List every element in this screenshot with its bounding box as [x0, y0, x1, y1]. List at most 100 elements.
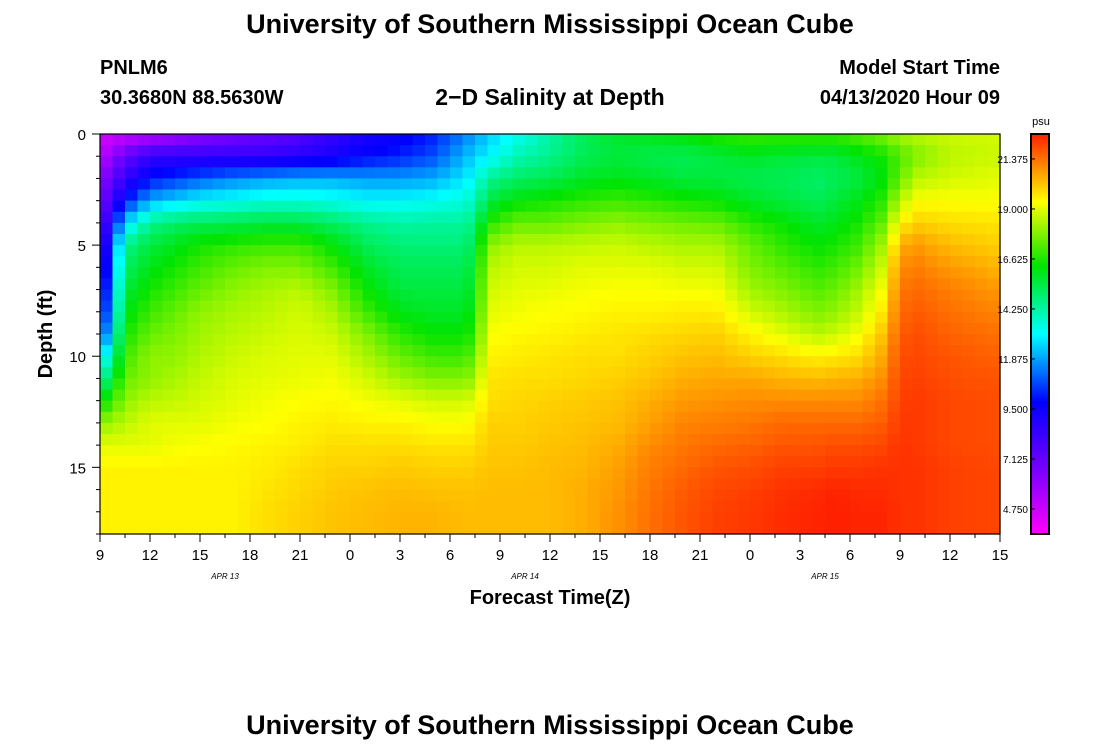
- heatmap-cell: [537, 367, 551, 380]
- heatmap-cell: [412, 456, 426, 468]
- heatmap-cell: [612, 322, 626, 335]
- heatmap-cell: [925, 300, 939, 313]
- heatmap-cell: [525, 345, 539, 357]
- heatmap-cell: [487, 478, 501, 491]
- heatmap-cell: [287, 311, 301, 324]
- heatmap-cell: [137, 200, 151, 213]
- heatmap-cell: [162, 134, 176, 146]
- heatmap-cell: [225, 178, 239, 191]
- heatmap-cell: [700, 445, 714, 457]
- heatmap-cell: [137, 378, 151, 391]
- heatmap-cell: [525, 456, 539, 468]
- heatmap-cell: [300, 467, 314, 480]
- heatmap-cell: [462, 522, 476, 535]
- heatmap-cell: [850, 156, 864, 168]
- heatmap-cell: [425, 189, 439, 202]
- heatmap-cell: [925, 167, 939, 180]
- heatmap-cell: [862, 322, 876, 335]
- heatmap-cell: [787, 411, 801, 424]
- heatmap-cell: [750, 289, 764, 302]
- heatmap-cell: [725, 345, 739, 357]
- heatmap-cell: [150, 167, 164, 180]
- x-tick-label: 18: [642, 547, 659, 564]
- heatmap-cell: [475, 289, 489, 302]
- heatmap-cell: [325, 445, 339, 457]
- heatmap-cell: [475, 256, 489, 268]
- heatmap-cell: [900, 478, 914, 491]
- heatmap-cell: [437, 200, 451, 213]
- heatmap-cell: [137, 500, 151, 513]
- heatmap-cell: [400, 434, 414, 446]
- heatmap-cell: [187, 134, 201, 146]
- heatmap-cell: [937, 400, 951, 413]
- heatmap-cell: [462, 456, 476, 468]
- heatmap-cell: [312, 278, 326, 291]
- heatmap-cell: [725, 222, 739, 235]
- heatmap-cell: [800, 522, 814, 535]
- heatmap-cell: [275, 389, 289, 402]
- heatmap-cell: [212, 378, 226, 391]
- heatmap-cell: [525, 300, 539, 313]
- heatmap-cell: [325, 400, 339, 413]
- heatmap-cell: [900, 511, 914, 524]
- heatmap-cell: [650, 200, 664, 213]
- heatmap-cell: [325, 456, 339, 468]
- heatmap-cell: [125, 256, 139, 268]
- heatmap-cell: [762, 411, 776, 424]
- heatmap-cell: [862, 178, 876, 191]
- heatmap-cell: [262, 211, 276, 224]
- heatmap-cell: [337, 400, 351, 413]
- heatmap-cell: [762, 389, 776, 402]
- heatmap-cell: [875, 489, 889, 502]
- heatmap-cell: [450, 234, 464, 246]
- heatmap-cell: [412, 200, 426, 213]
- heatmap-cell: [725, 256, 739, 268]
- heatmap-cell: [112, 234, 126, 246]
- heatmap-cell: [937, 322, 951, 335]
- heatmap-cell: [275, 167, 289, 180]
- heatmap-cell: [312, 478, 326, 491]
- heatmap-cell: [625, 500, 639, 513]
- heatmap-cell: [275, 422, 289, 435]
- heatmap-cell: [550, 356, 564, 368]
- heatmap-cell: [162, 356, 176, 368]
- heatmap-cell: [837, 156, 851, 168]
- heatmap-cell: [712, 134, 726, 146]
- heatmap-cell: [500, 211, 514, 224]
- heatmap-cell: [450, 211, 464, 224]
- heatmap-cell: [387, 478, 401, 491]
- heatmap-cell: [325, 478, 339, 491]
- heatmap-cell: [212, 322, 226, 335]
- heatmap-cell: [925, 134, 939, 146]
- heatmap-cell: [637, 200, 651, 213]
- heatmap-cell: [925, 234, 939, 246]
- heatmap-cell: [387, 289, 401, 302]
- heatmap-cell: [487, 278, 501, 291]
- heatmap-cell: [962, 278, 976, 291]
- heatmap-cell: [487, 134, 501, 146]
- heatmap-cell: [400, 500, 414, 513]
- heatmap-cell: [787, 278, 801, 291]
- heatmap-cell: [625, 256, 639, 268]
- heatmap-cell: [375, 378, 389, 391]
- heatmap-cell: [775, 222, 789, 235]
- heatmap-cell: [162, 522, 176, 535]
- heatmap-cell: [325, 500, 339, 513]
- heatmap-cell: [375, 356, 389, 368]
- heatmap-cell: [362, 489, 376, 502]
- heatmap-cell: [512, 456, 526, 468]
- heatmap-cell: [975, 345, 989, 357]
- heatmap-cell: [962, 134, 976, 146]
- heatmap-cell: [237, 234, 251, 246]
- heatmap-cell: [900, 211, 914, 224]
- heatmap-cell: [912, 445, 926, 457]
- heatmap-cell: [200, 145, 214, 157]
- heatmap-cell: [387, 434, 401, 446]
- heatmap-cell: [250, 189, 264, 202]
- heatmap-cell: [187, 456, 201, 468]
- heatmap-cell: [187, 367, 201, 380]
- heatmap-cell: [812, 245, 826, 257]
- heatmap-cell: [550, 200, 564, 213]
- heatmap-cell: [137, 300, 151, 313]
- heatmap-cell: [375, 334, 389, 346]
